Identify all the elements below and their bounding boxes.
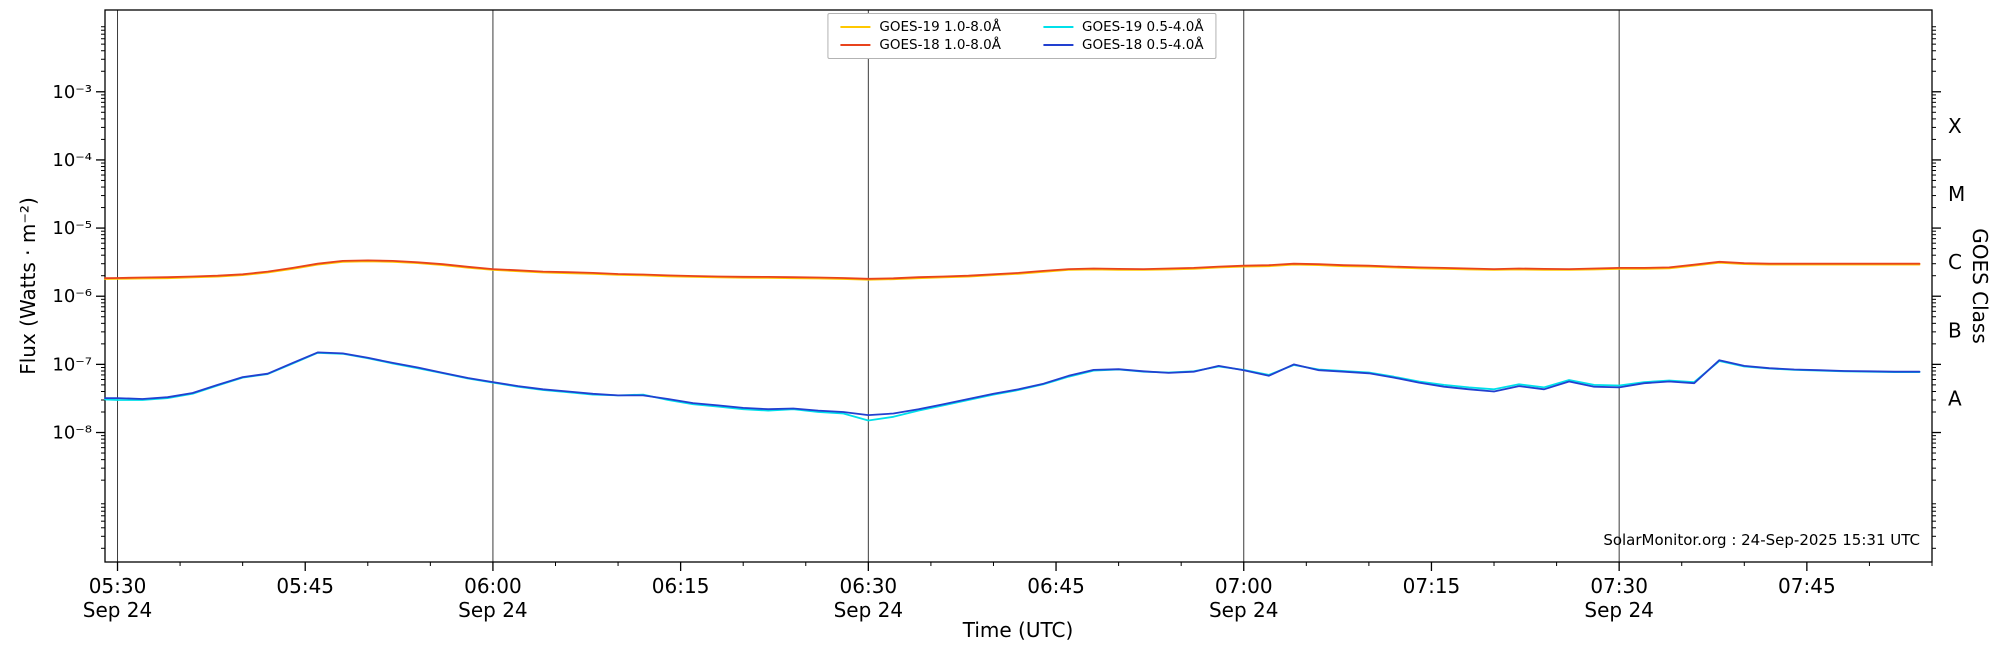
- x-tick-label: 07:30: [1590, 574, 1648, 598]
- series-line-2: [104, 259, 1921, 280]
- legend: GOES-19 1.0-8.0Å GOES-19 0.5-4.0Å GOES-1…: [827, 13, 1217, 59]
- x-tick-label: 06:45: [1027, 574, 1085, 598]
- y-tick-label: 10⁻⁸: [52, 423, 92, 444]
- goes-class-label: C: [1948, 250, 1962, 274]
- goes-class-label: M: [1948, 182, 1965, 206]
- legend-line-sample-goes18-short-icon: [1043, 44, 1073, 46]
- y-tick-label: 10⁻⁴: [52, 150, 92, 171]
- goes-class-label: A: [1948, 386, 1962, 410]
- x-date-label: Sep 24: [1209, 598, 1279, 622]
- x-tick-label: 05:30: [89, 574, 147, 598]
- series-line-1: [104, 351, 1921, 422]
- x-tick-label: 06:15: [652, 574, 710, 598]
- solarmonitor-timestamp: SolarMonitor.org : 24-Sep-2025 15:31 UTC: [1603, 531, 1920, 549]
- x-tick-label: 06:00: [464, 574, 522, 598]
- y-tick-label: 10⁻⁶: [52, 286, 92, 307]
- x-tick-label: 07:15: [1403, 574, 1461, 598]
- goes-class-label: X: [1948, 114, 1962, 138]
- legend-line-sample-goes19-long-icon: [840, 26, 871, 28]
- series-line-0: [104, 260, 1921, 281]
- legend-item-goes19-short: GOES-19 0.5-4.0Å: [1043, 19, 1204, 35]
- x-date-label: Sep 24: [458, 598, 528, 622]
- legend-label: GOES-19 1.0-8.0Å: [879, 19, 1001, 35]
- y-tick-label: 10⁻⁷: [52, 354, 92, 375]
- right-axis-title: GOES Class: [1968, 228, 1992, 344]
- x-tick-label: 06:30: [840, 574, 898, 598]
- plot-border: [104, 9, 1933, 563]
- x-tick-label: 07:00: [1215, 574, 1273, 598]
- x-tick-label: 05:45: [276, 574, 334, 598]
- y-tick-label: 10⁻³: [52, 82, 92, 103]
- legend-label: GOES-19 0.5-4.0Å: [1082, 19, 1204, 35]
- legend-label: GOES-18 1.0-8.0Å: [879, 37, 1001, 53]
- x-tick-label: 07:45: [1778, 574, 1836, 598]
- legend-item-goes19-long: GOES-19 1.0-8.0Å: [840, 19, 1001, 35]
- x-date-label: Sep 24: [83, 598, 153, 622]
- goes-class-label: B: [1948, 318, 1962, 342]
- legend-label: GOES-18 0.5-4.0Å: [1082, 37, 1204, 53]
- series-line-3: [104, 351, 1921, 417]
- y-tick-label: 10⁻⁵: [52, 218, 92, 239]
- x-date-label: Sep 24: [1584, 598, 1654, 622]
- legend-line-sample-goes19-short-icon: [1043, 26, 1073, 28]
- y-axis-title: Flux (Watts · m⁻²): [16, 197, 40, 375]
- legend-item-goes18-short: GOES-18 0.5-4.0Å: [1043, 37, 1204, 53]
- legend-line-sample-goes18-long-icon: [840, 44, 871, 46]
- x-axis-title: Time (UTC): [962, 618, 1074, 642]
- legend-item-goes18-long: GOES-18 1.0-8.0Å: [840, 37, 1001, 53]
- x-date-label: Sep 24: [834, 598, 904, 622]
